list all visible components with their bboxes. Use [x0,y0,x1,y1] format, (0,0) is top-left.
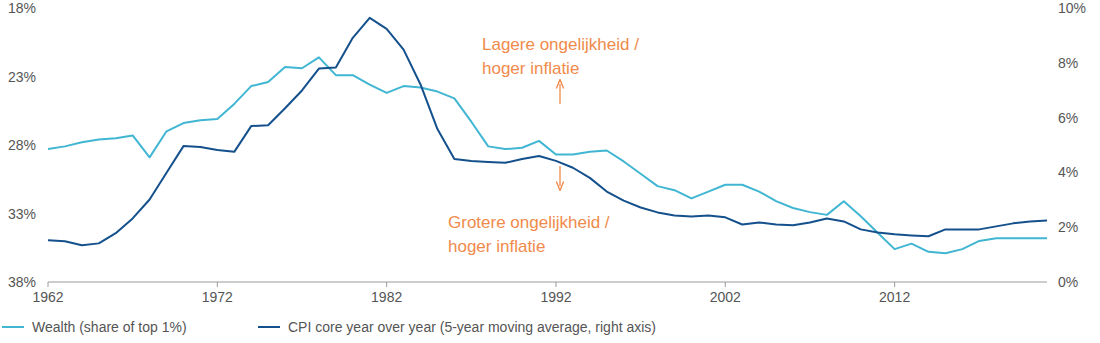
annotation-arrow [559,84,560,104]
y-tick [45,282,48,283]
x-tick [386,282,387,287]
y2-tick-label: 8% [1058,55,1078,71]
y2-tick [1047,227,1050,228]
x-axis-line [48,282,1047,283]
x-tick-label: 1972 [202,289,233,305]
x-tick-label: 1962 [32,289,63,305]
y2-tick [1047,172,1050,173]
y2-tick [1047,62,1050,63]
y2-tick-label: 4% [1058,164,1078,180]
plot-area [48,18,1047,253]
x-tick-label: 2002 [710,289,741,305]
x-tick [894,282,895,287]
series-line [48,18,1047,245]
annotation: Lagere ongelijkheid / [482,35,639,54]
x-tick [555,282,556,287]
x-tick-label: 1992 [540,289,571,305]
x-tick-label: 2012 [879,289,910,305]
annotation-arrow [559,166,560,186]
legend-label: CPI core year over year (5-year moving a… [288,319,656,335]
y2-tick [1047,117,1050,118]
y2-tick [1047,8,1050,9]
y2-tick-label: 2% [1058,219,1078,235]
y-tick [45,145,48,146]
y2-tick-label: 10% [1058,0,1086,16]
legend-swatch [2,326,24,328]
y2-tick-label: 0% [1058,274,1078,290]
y2-tick-label: 6% [1058,110,1078,126]
x-tick-label: 1982 [371,289,402,305]
y-tick [45,76,48,77]
legend-swatch [258,326,280,328]
y-tick-label: 18% [8,0,36,16]
y-tick-label: 33% [8,206,36,222]
x-tick [725,282,726,287]
annotation: hoger inflatie [482,59,579,78]
x-tick [48,282,49,287]
annotation: Grotere ongelijkheid / [448,213,610,232]
x-tick [217,282,218,287]
annotation: hoger inflatie [448,237,545,256]
y2-tick [1047,282,1050,283]
series-line [48,57,1047,253]
legend-label: Wealth (share of top 1%) [32,319,187,335]
y-tick [45,8,48,9]
chart: 1962 1972 1982 1992 2002 2012 18% 23% 28% 33% 38% 0… [0,0,1100,343]
y-tick-label: 28% [8,137,36,153]
y-tick-label: 38% [8,274,36,290]
y-tick [45,213,48,214]
y-tick-label: 23% [8,69,36,85]
